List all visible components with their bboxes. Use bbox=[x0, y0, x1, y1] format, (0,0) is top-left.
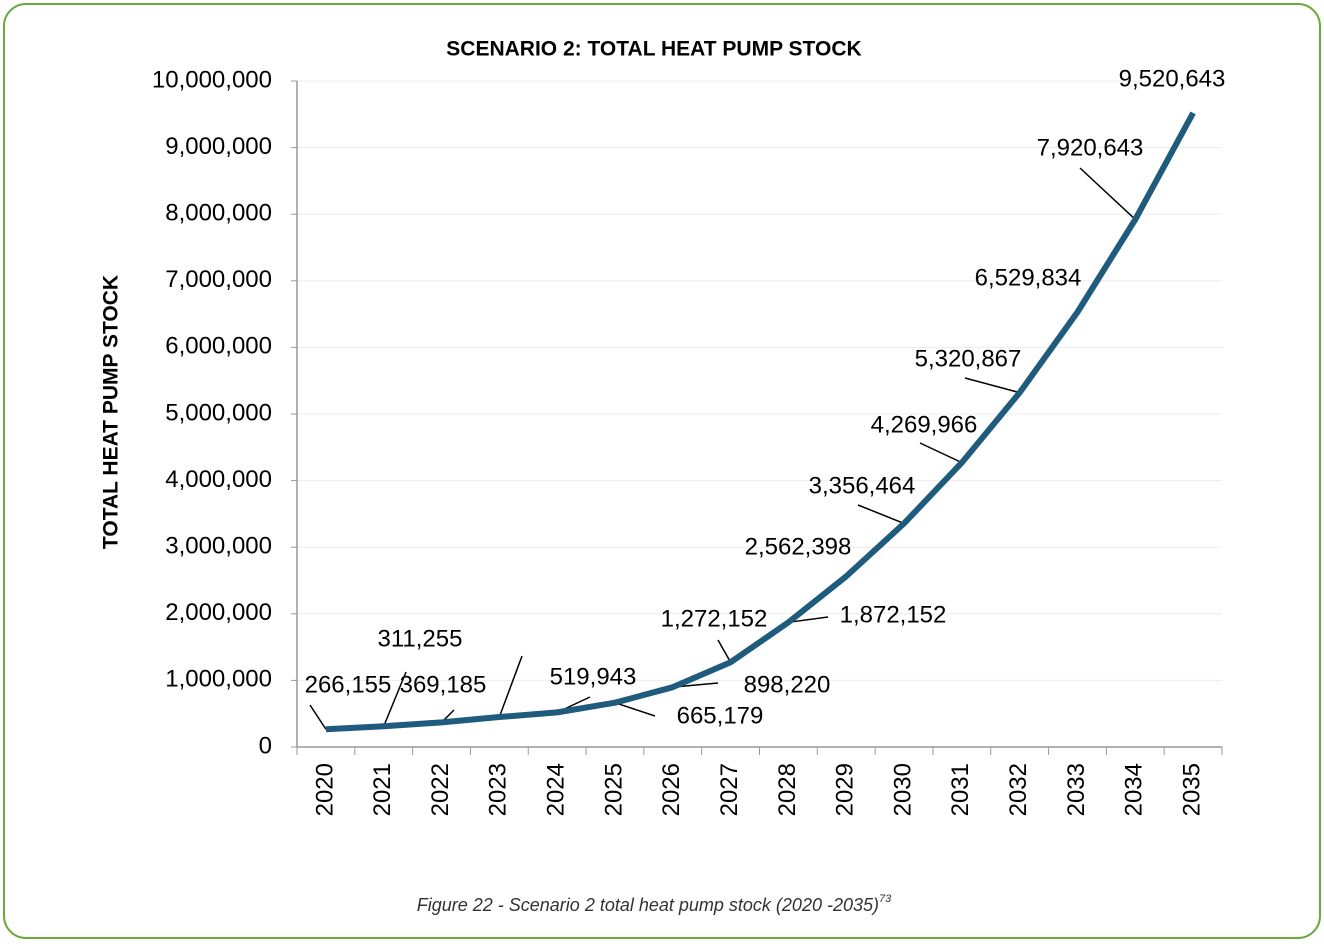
y-tick-label: 2,000,000 bbox=[165, 599, 272, 626]
footnote: 73 bbox=[879, 893, 892, 905]
data-label: 4,269,966 bbox=[871, 411, 978, 438]
x-tick-label: 2030 bbox=[889, 763, 916, 816]
data-label: 898,220 bbox=[744, 671, 831, 698]
x-tick-label: 2026 bbox=[658, 763, 685, 816]
leader-line bbox=[498, 655, 523, 718]
leader-line bbox=[788, 616, 829, 624]
y-tick-label: 0 bbox=[259, 732, 272, 759]
x-tick-label: 2029 bbox=[832, 763, 859, 816]
data-label: 9,520,643 bbox=[1119, 65, 1226, 92]
data-label: 1,272,152 bbox=[661, 605, 768, 632]
data-label: 3,356,464 bbox=[809, 472, 916, 499]
y-tick-label: 8,000,000 bbox=[165, 200, 272, 227]
data-label: 1,872,152 bbox=[840, 601, 947, 628]
x-tick-label: 2023 bbox=[485, 763, 512, 816]
frame bbox=[3, 3, 1321, 939]
series-line bbox=[325, 111, 1196, 733]
y-tick-label: 4,000,000 bbox=[165, 466, 272, 493]
y-tick-label: 7,000,000 bbox=[165, 266, 272, 293]
x-tick-label: 2033 bbox=[1063, 763, 1090, 816]
data-label: 2,562,398 bbox=[745, 533, 852, 560]
data-label: 311,255 bbox=[378, 625, 463, 652]
data-label: 5,320,867 bbox=[915, 345, 1022, 372]
leader-line bbox=[614, 701, 656, 717]
data-label: 266,155 bbox=[305, 671, 392, 698]
x-tick-label: 2035 bbox=[1178, 763, 1205, 816]
caption-text: Figure 22 - Scenario 2 total heat pump s… bbox=[417, 895, 879, 915]
x-tick-label: 2021 bbox=[369, 763, 396, 816]
leader-line bbox=[717, 639, 732, 663]
data-label: 7,920,643 bbox=[1037, 134, 1144, 161]
chart-title: SCENARIO 2: TOTAL HEAT PUMP STOCK bbox=[446, 38, 861, 61]
data-label: 665,179 bbox=[677, 702, 764, 729]
data-label: 369,185 bbox=[400, 671, 487, 698]
x-tick-label: 2028 bbox=[774, 763, 801, 816]
x-tick-label: 2022 bbox=[427, 763, 454, 816]
x-tick-label: 2031 bbox=[947, 763, 974, 816]
x-tick-label: 2024 bbox=[543, 763, 570, 816]
data-label: 519,943 bbox=[550, 663, 637, 690]
y-axis-label: TOTAL HEAT PUMP STOCK bbox=[100, 275, 123, 549]
y-tick-label: 3,000,000 bbox=[165, 533, 272, 560]
leader-line bbox=[1079, 167, 1136, 221]
y-tick-label: 6,000,000 bbox=[165, 333, 272, 360]
leader-line bbox=[857, 504, 905, 525]
y-tick-label: 9,000,000 bbox=[165, 133, 272, 160]
y-tick-label: 10,000,000 bbox=[152, 66, 272, 93]
x-tick-label: 2032 bbox=[1005, 763, 1032, 816]
x-tick-label: 2020 bbox=[311, 763, 338, 816]
x-tick-label: 2034 bbox=[1121, 763, 1148, 816]
x-tick-label: 2027 bbox=[716, 763, 743, 816]
data-label: 6,529,834 bbox=[975, 264, 1082, 291]
y-tick-label: 1,000,000 bbox=[165, 666, 272, 693]
leader-line bbox=[919, 442, 963, 464]
y-tick-label: 5,000,000 bbox=[165, 399, 272, 426]
leader-line bbox=[383, 671, 407, 727]
leader-line bbox=[964, 377, 1020, 394]
x-tick-label: 2025 bbox=[600, 763, 627, 816]
caption: Figure 22 - Scenario 2 total heat pump s… bbox=[417, 893, 892, 915]
leader-line bbox=[309, 704, 327, 730]
